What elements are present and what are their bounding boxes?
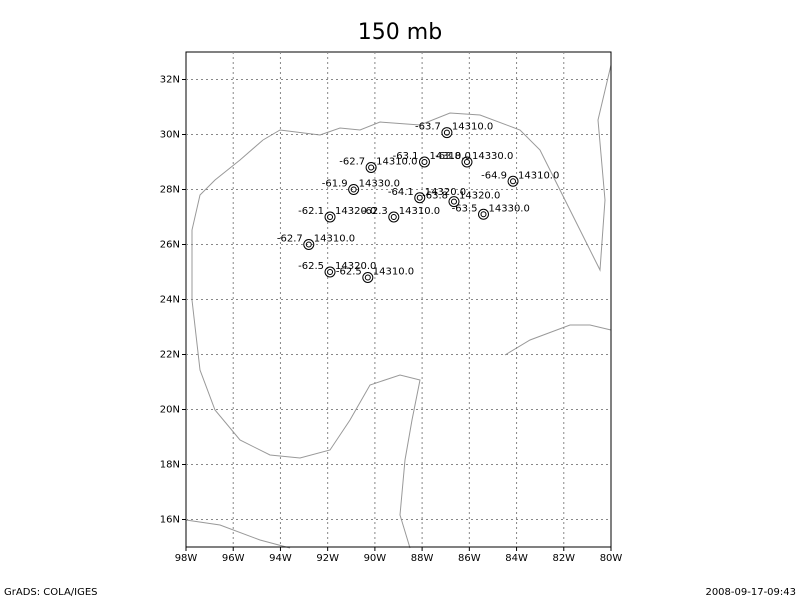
x-tick-label: 86W: [458, 553, 481, 564]
temperature-label: -63.8: [435, 151, 461, 162]
height-label: 14310.0: [429, 151, 470, 162]
station-dot: [480, 211, 487, 218]
temperature-label: -62.5: [298, 261, 324, 272]
station-dot: [463, 159, 470, 165]
station-ring: [418, 156, 430, 168]
station-ring: [478, 208, 489, 220]
height-label: 14320.0: [459, 191, 500, 202]
station-dot: [450, 198, 457, 205]
height-label: 14330.0: [472, 151, 513, 162]
temperature-label: -61.9: [322, 179, 348, 190]
station-dot: [364, 274, 371, 281]
station-dot: [510, 178, 517, 185]
height-label: 14320.0: [425, 187, 466, 198]
station-dot: [421, 159, 428, 165]
y-tick-label: 30N: [160, 130, 180, 141]
station-ring: [324, 266, 336, 278]
height-label: 14330.0: [489, 203, 530, 214]
temperature-label: -63.1: [393, 151, 419, 162]
x-tick-label: 90W: [364, 553, 387, 564]
temperature-label: -63.7: [415, 122, 441, 133]
y-tick-label: 24N: [160, 295, 180, 306]
x-tick-label: 88W: [411, 553, 434, 564]
temperature-label: -62.3: [362, 206, 388, 217]
coast-us: [262, 64, 612, 272]
height-label: 14310.0: [376, 157, 417, 168]
temperature-label: -64.1: [388, 187, 414, 198]
y-tick-label: 32N: [160, 75, 180, 86]
station-dot: [350, 186, 357, 193]
temperature-label: -62.1: [298, 206, 324, 217]
station-dot: [368, 164, 375, 171]
height-label: 14330.0: [359, 179, 400, 190]
temperature-label: -63.5: [452, 203, 478, 214]
temperature-label: -62.7: [339, 157, 365, 168]
y-tick-label: 28N: [160, 185, 180, 196]
footer-left: GrADS: COLA/IGES: [4, 587, 98, 598]
y-tick-label: 18N: [160, 460, 180, 471]
station-ring: [362, 272, 374, 283]
station-ring: [348, 184, 360, 195]
y-tick-label: 26N: [160, 240, 180, 251]
station-ring: [507, 175, 519, 187]
height-label: 14310.0: [518, 170, 559, 181]
x-tick-label: 92W: [316, 553, 339, 564]
coast-gulf: [191, 139, 421, 549]
height-label: 14310.0: [399, 206, 440, 217]
station-ring: [365, 162, 377, 173]
x-tick-label: 84W: [505, 553, 528, 564]
coast-central-america: [185, 519, 291, 549]
x-tick-label: 82W: [552, 553, 575, 564]
temperature-label: -62.7: [277, 234, 303, 245]
x-tick-label: 96W: [222, 553, 245, 564]
station-dot: [390, 214, 397, 220]
temperature-label: -62.5: [336, 267, 362, 278]
y-tick-label: 20N: [160, 405, 180, 416]
station-ring: [303, 239, 315, 250]
coastline: [185, 64, 612, 549]
x-tick-label: 98W: [175, 553, 198, 564]
station-ring: [324, 211, 336, 223]
coast-cuba: [504, 324, 612, 356]
height-label: 14310.0: [314, 234, 355, 245]
station-ring: [441, 127, 453, 139]
temperature-label: -64.9: [481, 170, 507, 181]
station-dot: [327, 269, 334, 275]
x-tick-label: 94W: [269, 553, 292, 564]
station-dot: [416, 194, 423, 201]
station-dot: [327, 214, 334, 220]
station-ring: [388, 211, 400, 223]
station-ring: [448, 196, 460, 208]
footer-right: 2008-09-17-09:43: [705, 587, 796, 598]
y-tick-label: 22N: [160, 350, 180, 361]
station-ring: [461, 156, 473, 168]
temperature-label: -63.8: [422, 191, 448, 202]
height-label: 14310.0: [452, 122, 493, 133]
height-label: 14320.0: [335, 206, 376, 217]
station-dot: [305, 241, 312, 248]
map-title: 150 mb: [358, 20, 442, 45]
x-tick-label: 80W: [600, 553, 623, 564]
station-dot: [443, 129, 450, 136]
height-label: 14320.0: [335, 261, 376, 272]
y-tick-label: 16N: [160, 515, 180, 526]
height-label: 14310.0: [373, 267, 414, 278]
station-ring: [414, 192, 426, 204]
